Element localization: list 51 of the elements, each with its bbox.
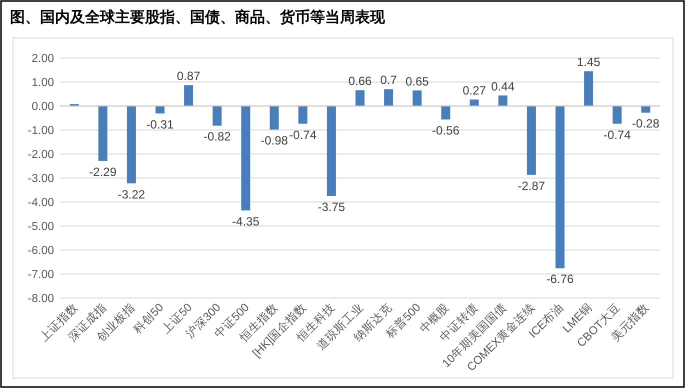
data-label: -4.35 — [232, 214, 260, 228]
data-label: -0.74 — [289, 128, 317, 142]
y-tick-label: -4.00 — [28, 197, 54, 209]
data-label: -0.31 — [146, 117, 174, 132]
y-tick-label: -1.00 — [28, 125, 54, 137]
data-label: 0.66 — [348, 74, 372, 88]
y-tick-label: -6.00 — [28, 245, 54, 257]
bar — [526, 106, 536, 175]
y-tick-label: 2.00 — [32, 53, 54, 65]
data-label: -2.29 — [89, 164, 117, 179]
data-label: 0.44 — [491, 79, 515, 94]
data-label: 0.87 — [176, 69, 201, 84]
data-label: -2.87 — [518, 178, 546, 193]
bar — [584, 71, 594, 106]
bar — [184, 85, 194, 106]
data-label: 0.27 — [462, 84, 486, 98]
bar — [556, 106, 564, 268]
bar — [412, 90, 422, 106]
data-label: -6.76 — [546, 272, 574, 286]
data-label: -3.22 — [118, 187, 146, 202]
bar — [156, 106, 164, 114]
bar — [384, 89, 394, 106]
bar — [270, 106, 279, 130]
y-tick-label: -3.00 — [28, 173, 54, 185]
data-label: -0.82 — [203, 130, 232, 144]
y-tick-label: 1.00 — [32, 77, 54, 89]
data-label: -0.56 — [432, 123, 460, 138]
data-label: 0.7 — [380, 73, 398, 88]
y-tick-label: 0.00 — [32, 101, 54, 113]
y-tick-label: -7.00 — [28, 269, 54, 281]
data-label: 1.45 — [576, 55, 601, 70]
y-tick-label: -5.00 — [28, 221, 54, 233]
bar — [441, 106, 450, 120]
bar — [498, 95, 508, 106]
bar — [298, 106, 308, 124]
y-tick-label: -8.00 — [28, 293, 54, 305]
data-label: -3.75 — [318, 200, 346, 214]
bar — [326, 106, 336, 196]
bar — [98, 106, 108, 161]
data-label: -0.98 — [260, 134, 288, 148]
data-label: 0.65 — [405, 74, 430, 88]
bar — [356, 90, 364, 106]
chart-title: 图、国内及全球主要股指、国债、商品、货币等当周表现 — [10, 8, 386, 26]
data-label: -0.74 — [603, 128, 632, 142]
bar — [612, 106, 622, 124]
data-label: -0.28 — [632, 116, 660, 131]
bar — [241, 106, 250, 210]
bar — [470, 100, 479, 106]
bar — [126, 106, 136, 184]
bar — [212, 106, 222, 126]
y-tick-label: -2.00 — [28, 149, 54, 161]
